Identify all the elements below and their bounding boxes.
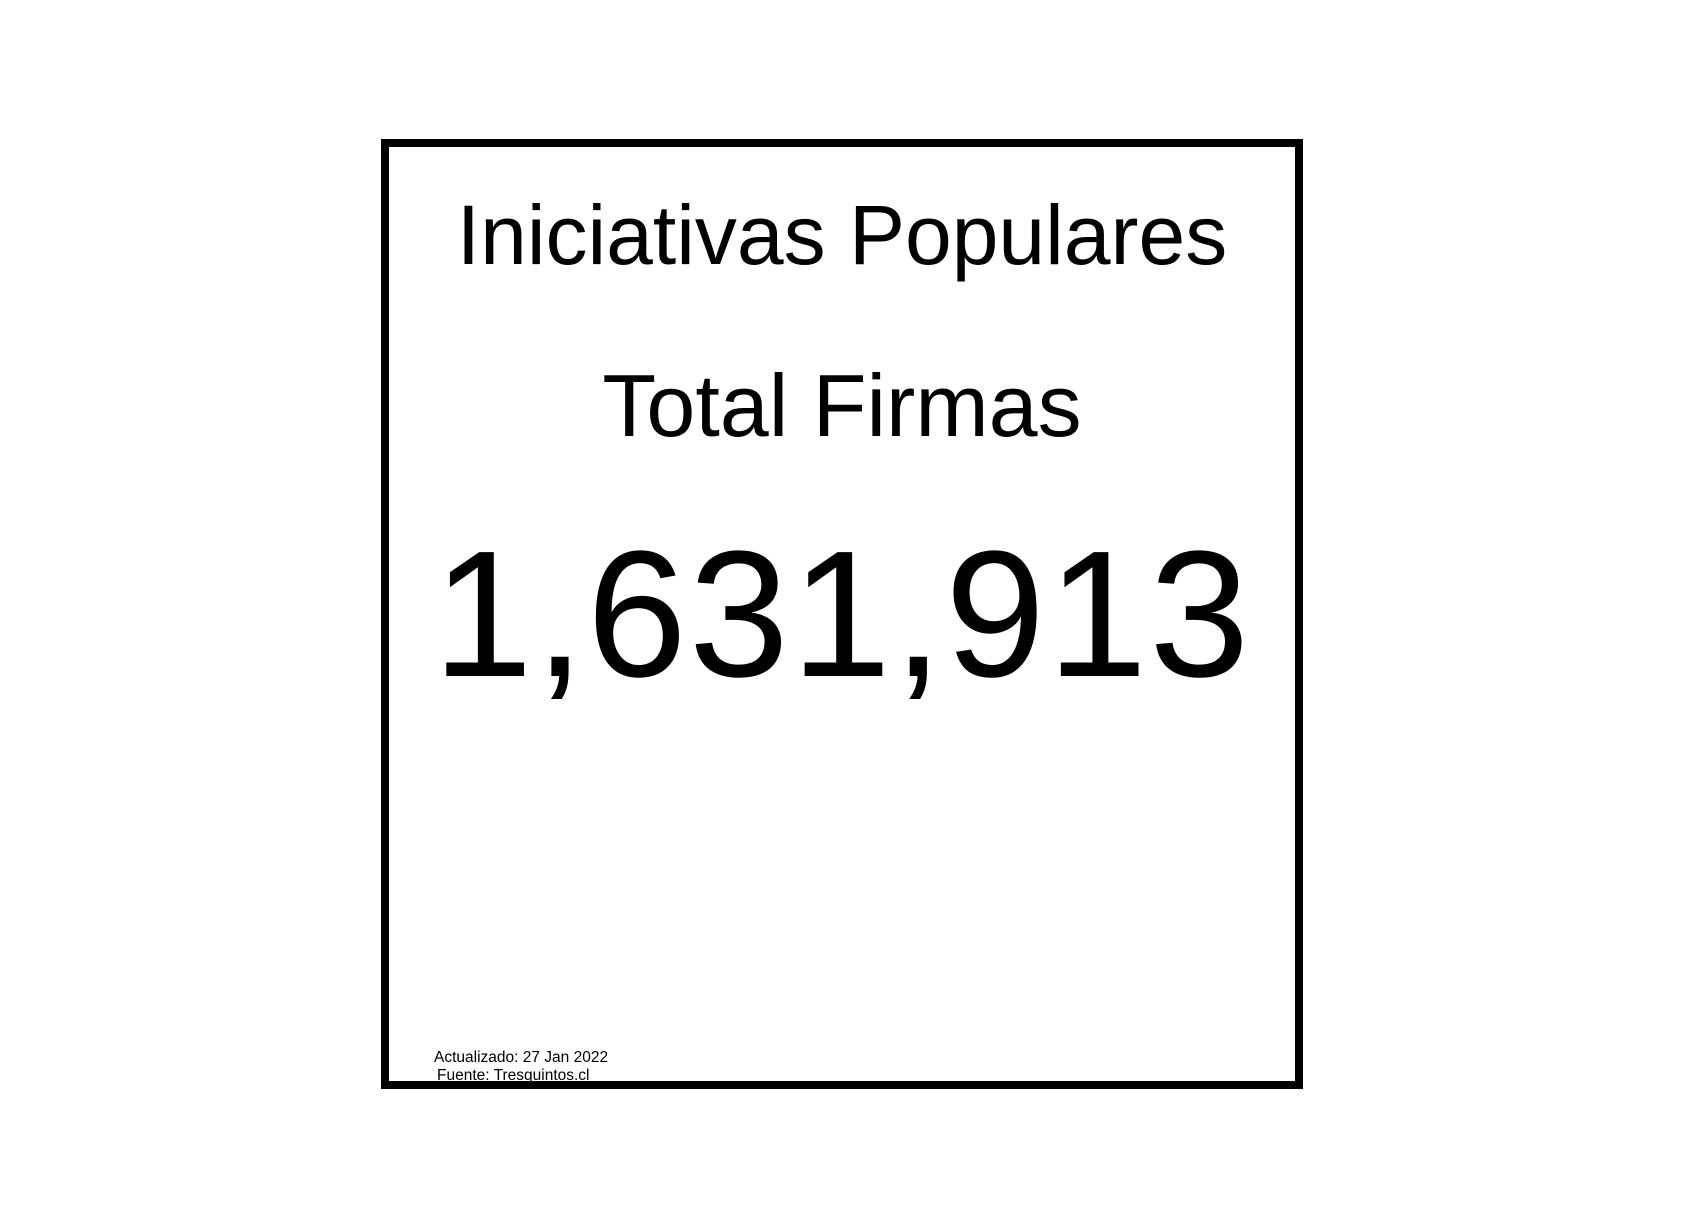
total-signatures-value: 1,631,913 — [432, 514, 1252, 715]
card-footer: Actualizado: 27 Jan 2022 Fuente: Tresqui… — [434, 1049, 608, 1085]
card-subtitle: Total Firmas — [602, 356, 1082, 455]
stat-card: Iniciativas Populares Total Firmas 1,631… — [381, 139, 1303, 1089]
card-title: Iniciativas Populares — [456, 188, 1228, 282]
updated-date-text: Actualizado: 27 Jan 2022 — [434, 1049, 609, 1066]
source-text: Fuente: Tresquintos.cl — [437, 1067, 590, 1084]
